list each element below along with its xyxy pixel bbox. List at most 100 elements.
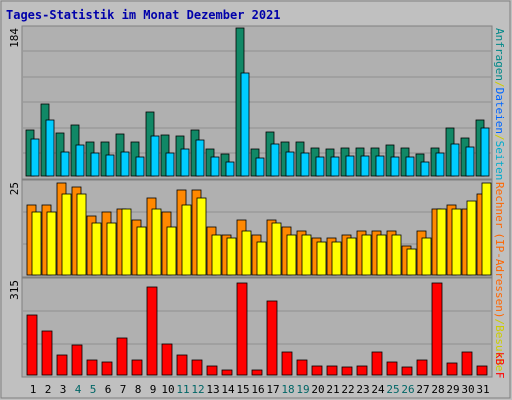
- bar-kb-day-31: [476, 365, 488, 376]
- bar-besuche-day-31: [481, 182, 492, 276]
- bar-besuche-day-9: [151, 208, 162, 276]
- bar-besuche-day-15: [241, 230, 252, 276]
- bar-besuche-day-10: [166, 226, 177, 276]
- bar-besuche-day-19: [301, 234, 312, 276]
- bar-kb-day-8: [131, 359, 143, 376]
- x-label-day-26: 26: [401, 383, 414, 396]
- x-label-day-19: 19: [296, 383, 309, 396]
- legend-kb: kB F: [493, 352, 506, 379]
- bar-dateien-day-17: [270, 143, 280, 177]
- bar-dateien-day-19: [300, 152, 310, 177]
- bar-kb-day-19: [296, 359, 308, 376]
- bar-besuche-day-7: [121, 208, 132, 276]
- ymax-label-rechner: 25: [8, 182, 21, 195]
- x-label-day-28: 28: [431, 383, 444, 396]
- x-label-day-18: 18: [281, 383, 294, 396]
- bar-kb-day-29: [446, 362, 458, 376]
- bar-kb-day-25: [386, 361, 398, 376]
- panel-kb-bg: [21, 277, 493, 378]
- x-label-day-14: 14: [221, 383, 235, 396]
- bar-dateien-day-16: [255, 157, 265, 177]
- legend-middle: Rechner (IP-Adressen)/Besuche: [493, 182, 506, 371]
- panel-rechner-bars: [26, 182, 492, 276]
- bar-dateien-day-30: [465, 146, 475, 177]
- bar-kb-day-6: [101, 361, 113, 376]
- bar-dateien-day-4: [75, 144, 85, 177]
- bar-dateien-day-23: [360, 155, 370, 177]
- x-label-day-12: 12: [191, 383, 204, 396]
- bar-kb-day-16: [251, 369, 263, 376]
- bar-besuche-day-27: [421, 237, 432, 276]
- bar-besuche-day-23: [361, 234, 372, 276]
- bar-dateien-day-26: [405, 156, 415, 177]
- bar-dateien-day-18: [285, 151, 295, 177]
- legend-bottom: kB F: [493, 352, 506, 379]
- bar-kb-day-24: [371, 351, 383, 376]
- legend-sep-3: /: [493, 318, 506, 325]
- panel-rechner: [21, 179, 493, 278]
- x-label-day-29: 29: [446, 383, 459, 396]
- bar-kb-day-17: [266, 300, 278, 376]
- chart-title: Tages-Statistik im Monat Dezember 2021: [6, 8, 281, 22]
- bar-kb-day-3: [56, 354, 68, 376]
- bar-kb-day-27: [416, 359, 428, 376]
- panel-anfragen-bars: [25, 27, 490, 177]
- bar-kb-day-5: [86, 359, 98, 376]
- x-label-day-1: 1: [30, 383, 37, 396]
- bar-besuche-day-13: [211, 234, 222, 276]
- bar-dateien-day-14: [225, 161, 235, 177]
- bar-besuche-day-2: [46, 211, 57, 276]
- bar-besuche-day-3: [61, 193, 72, 276]
- bar-besuche-day-20: [316, 241, 327, 276]
- bar-dateien-day-15: [240, 72, 250, 177]
- bar-besuche-day-26: [406, 248, 417, 276]
- bar-kb-day-28: [431, 282, 443, 376]
- bar-kb-day-14: [221, 369, 233, 376]
- legend-dateien: Dateien: [493, 88, 506, 134]
- x-label-day-13: 13: [206, 383, 219, 396]
- bar-dateien-day-25: [390, 156, 400, 177]
- x-label-day-15: 15: [236, 383, 249, 396]
- bar-kb-day-4: [71, 344, 83, 376]
- x-label-day-25: 25: [386, 383, 399, 396]
- x-label-day-22: 22: [341, 383, 354, 396]
- bar-besuche-day-14: [226, 237, 237, 276]
- x-label-day-2: 2: [45, 383, 52, 396]
- bar-besuche-day-8: [136, 226, 147, 276]
- legend-besuche: Besuche: [493, 325, 506, 371]
- panel-anfragen: [21, 25, 493, 180]
- bar-dateien-day-27: [420, 161, 430, 177]
- bar-kb-day-26: [401, 366, 413, 376]
- bar-dateien-day-29: [450, 143, 460, 177]
- legend-seiten: Seiten: [493, 141, 506, 181]
- x-label-day-27: 27: [416, 383, 429, 396]
- bar-kb-day-22: [341, 366, 353, 376]
- bar-kb-day-30: [461, 351, 473, 376]
- ymax-label-kb: 315: [8, 280, 21, 300]
- bar-dateien-day-21: [330, 156, 340, 177]
- x-label-day-5: 5: [90, 383, 97, 396]
- bar-kb-day-18: [281, 351, 293, 376]
- legend-sep-2: /: [493, 134, 506, 141]
- bar-besuche-day-30: [466, 200, 477, 276]
- bar-kb-day-10: [161, 343, 173, 376]
- x-label-day-8: 8: [135, 383, 142, 396]
- panel-kb-bars: [26, 282, 488, 376]
- x-label-day-4: 4: [75, 383, 82, 396]
- bar-dateien-day-6: [105, 154, 115, 177]
- bar-dateien-day-24: [375, 155, 385, 177]
- bar-besuche-day-18: [286, 234, 297, 276]
- x-label-day-3: 3: [60, 383, 67, 396]
- bar-kb-day-2: [41, 330, 53, 376]
- bar-besuche-day-22: [346, 237, 357, 276]
- bar-besuche-day-12: [196, 197, 207, 276]
- bar-kb-day-1: [26, 314, 38, 376]
- x-label-day-20: 20: [311, 383, 324, 396]
- legend-anfragen: Anfragen: [493, 28, 506, 81]
- x-label-day-7: 7: [120, 383, 127, 396]
- bar-dateien-day-8: [135, 156, 145, 177]
- bar-besuche-day-25: [391, 234, 402, 276]
- bar-kb-day-11: [176, 354, 188, 376]
